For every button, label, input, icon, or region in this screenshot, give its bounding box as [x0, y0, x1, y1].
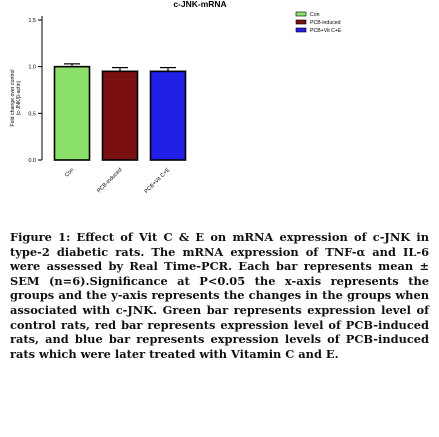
y-tick-label: 1.0 — [28, 65, 36, 71]
legend-label: PCB-induced — [310, 20, 341, 26]
legend-swatch — [295, 27, 307, 33]
bars — [53, 63, 187, 161]
axes: 0.0 0.5 1.0 1.5 — [28, 16, 43, 164]
figure-caption: Figure 1: Effect of Vit C & E on mRNA ex… — [10, 230, 429, 361]
chart-title: c-JNK-mRNA — [173, 0, 226, 9]
x-tick-label: Con — [64, 167, 75, 178]
y-tick-label: 0.5 — [28, 111, 36, 117]
y-axis-label-unit: (c-JNK/β-actin) — [16, 80, 22, 115]
legend-swatch — [295, 19, 307, 25]
legend-swatch — [295, 11, 307, 17]
bar-2 — [149, 70, 187, 161]
y-axis-label: Fold change over control — [10, 69, 16, 126]
x-tick-label: PCB+Vit C+E — [144, 167, 172, 195]
caption-label: Figure 1: — [10, 230, 71, 244]
y-tick-label: 1.5 — [28, 18, 36, 24]
y-tick-label: 0.0 — [28, 158, 36, 164]
legend-label: Con — [310, 12, 320, 18]
bar-0 — [53, 65, 91, 161]
caption-text: Effect of Vit C & E on mRNA expression o… — [10, 230, 429, 361]
bar-1 — [101, 70, 139, 161]
figure-panel: c-JNK-mRNA Fold change over control (c-J… — [10, 0, 342, 195]
x-tick-labels: Con PCB-induced PCB+Vit C+E — [64, 167, 172, 195]
legend: Con PCB-induced PCB+Vit C+E — [295, 11, 342, 34]
bar-chart: c-JNK-mRNA Fold change over control (c-J… — [10, 0, 342, 195]
x-tick-label: PCB-induced — [96, 167, 123, 194]
legend-label: PCB+Vit C+E — [310, 28, 342, 34]
